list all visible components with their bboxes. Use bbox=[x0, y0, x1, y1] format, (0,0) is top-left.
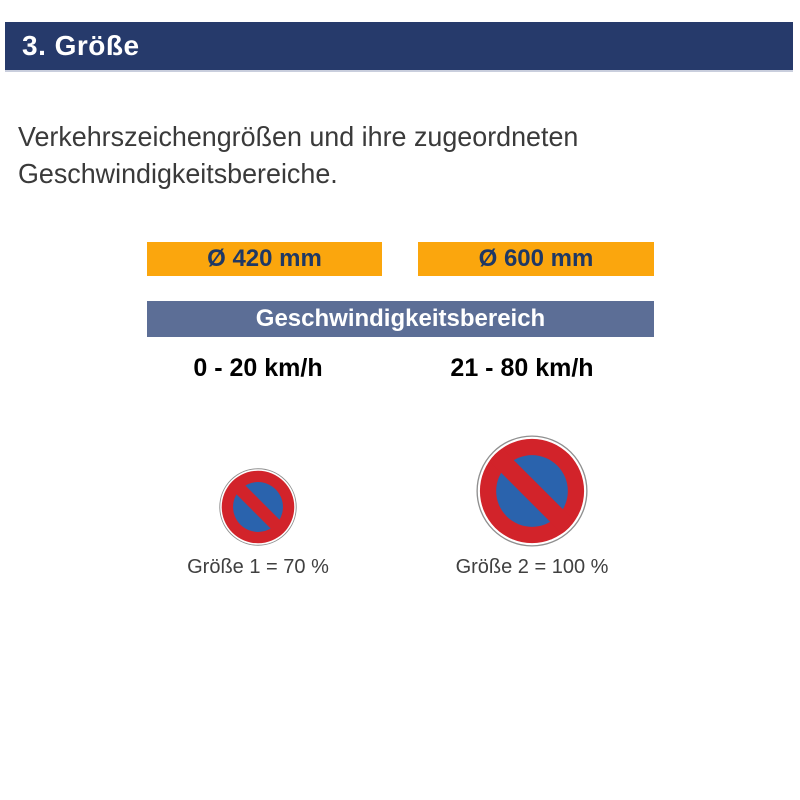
speed-range-label-2: 21 - 80 km/h bbox=[450, 354, 594, 382]
intro-line-1: Verkehrszeichengrößen und ihre zugeordne… bbox=[18, 121, 579, 152]
intro-text: Verkehrszeichengrößen und ihre zugeordne… bbox=[18, 118, 578, 192]
sign-size-caption-1: Größe 1 = 70 % bbox=[187, 556, 329, 578]
intro-line-2: Geschwindigkeitsbereiche. bbox=[18, 158, 338, 189]
diameter-badge-420mm: Ø 420 mm bbox=[147, 242, 382, 276]
sign-diagonal-stripe bbox=[479, 438, 585, 544]
section-title: 3. Größe bbox=[22, 30, 140, 61]
no-stopping-sign-large-icon bbox=[476, 435, 588, 547]
sign-diagonal-stripe bbox=[221, 470, 295, 544]
section-header-bar: 3. Größe bbox=[5, 22, 793, 72]
diameter-badge-600mm: Ø 600 mm bbox=[418, 242, 654, 276]
speed-range-label-1: 0 - 20 km/h bbox=[193, 354, 323, 382]
no-stopping-sign-small-icon bbox=[219, 468, 297, 546]
speed-range-header-bar: Geschwindigkeitsbereich bbox=[147, 301, 654, 337]
sign-size-caption-2: Größe 2 = 100 % bbox=[455, 556, 609, 578]
